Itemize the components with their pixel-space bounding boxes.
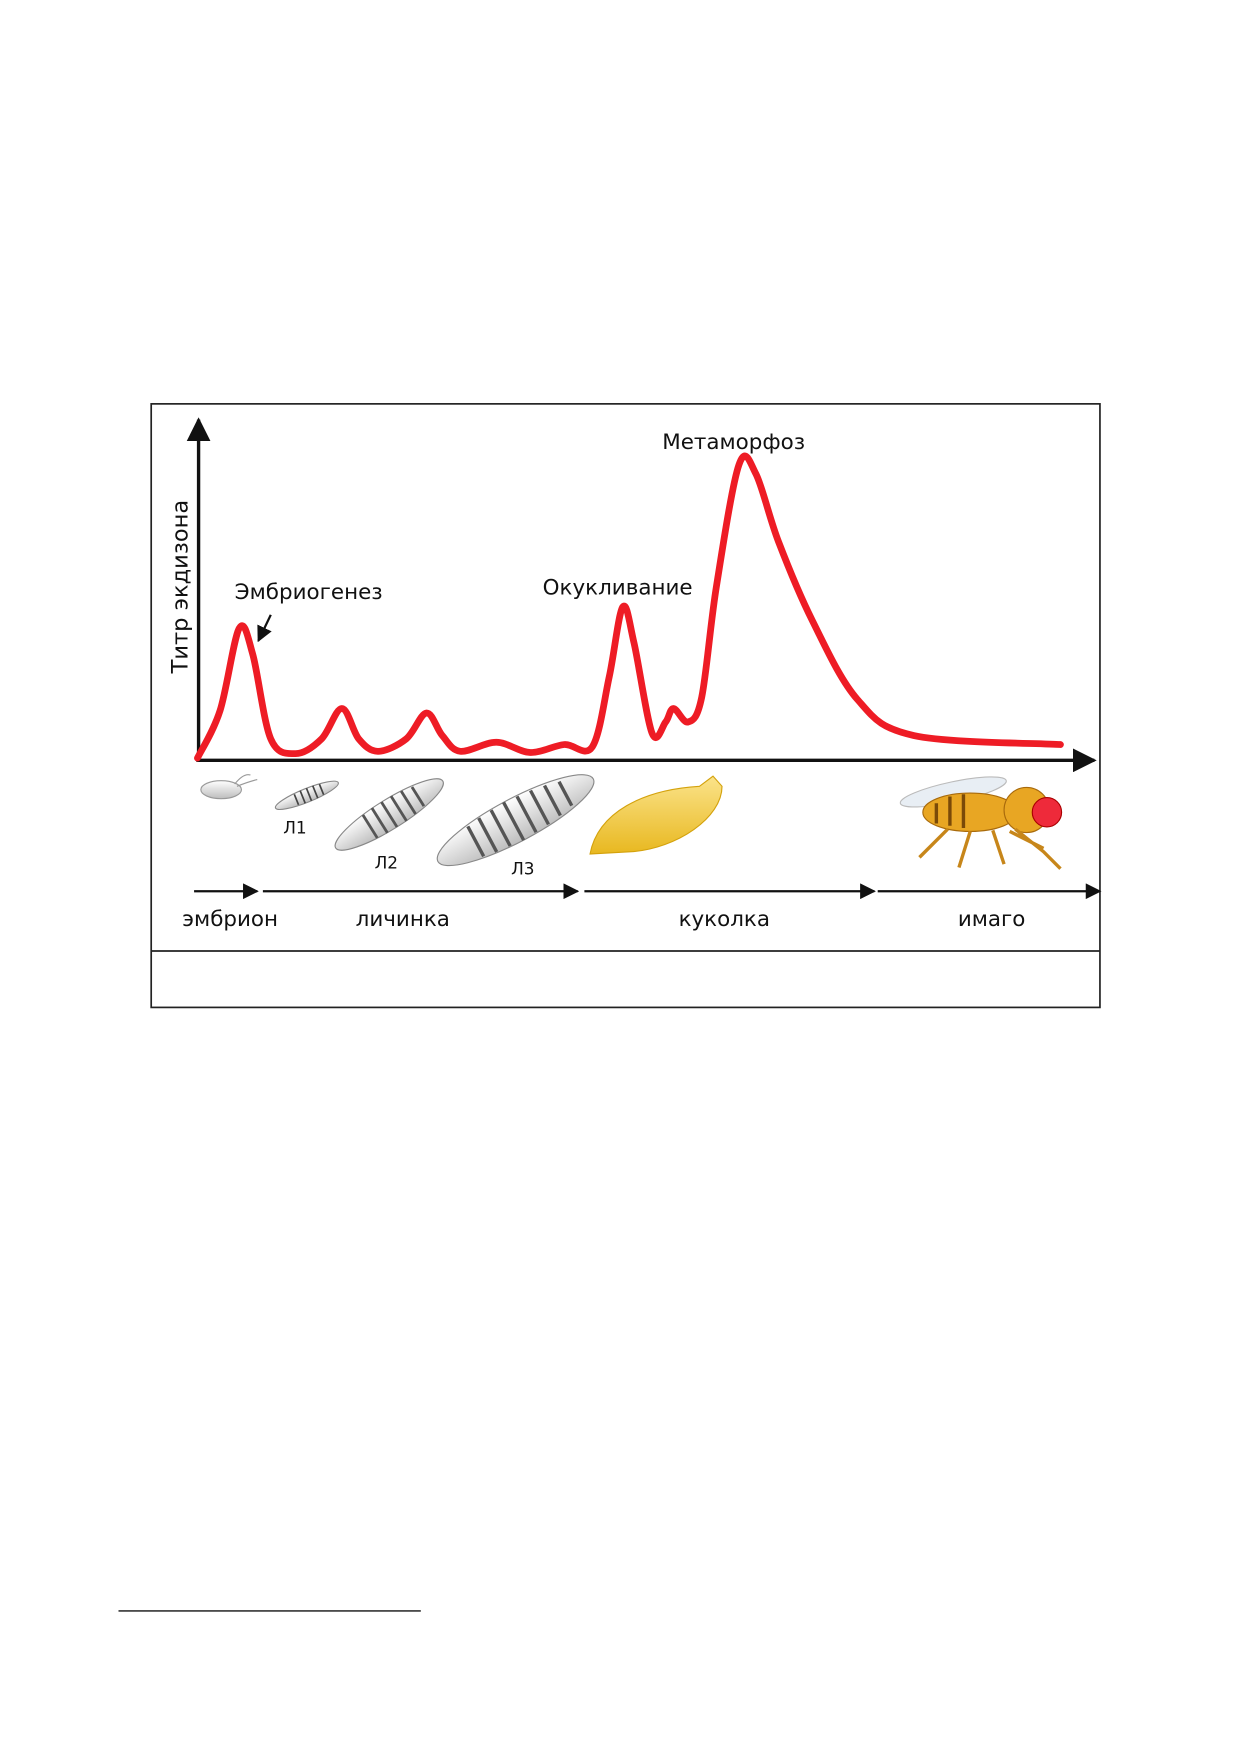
pupa-icon [589, 775, 723, 855]
peak-label: Окукливание [543, 576, 693, 601]
stage-label: куколка [679, 907, 770, 932]
stage-label: личинка [356, 907, 450, 932]
fly-icon [899, 776, 1063, 870]
stage-label: имаго [958, 907, 1026, 932]
larva-icon [334, 778, 444, 851]
larva-icon [436, 774, 595, 867]
ecdysone-curve [194, 452, 1064, 762]
larva-label: Л1 [283, 818, 306, 838]
embryo-icon [200, 774, 258, 800]
y-axis-label: Титр экдизона [167, 500, 193, 675]
figure-frame [150, 403, 1101, 1009]
stage-label: эмбрион [182, 907, 278, 932]
peak-label: Метаморфоз [662, 430, 805, 455]
peak-arrow [257, 614, 272, 643]
peak-label: Эмбриогенез [235, 580, 383, 605]
larva-label: Л3 [511, 858, 534, 878]
larva-label: Л2 [375, 853, 398, 873]
larva-icon [274, 780, 339, 811]
